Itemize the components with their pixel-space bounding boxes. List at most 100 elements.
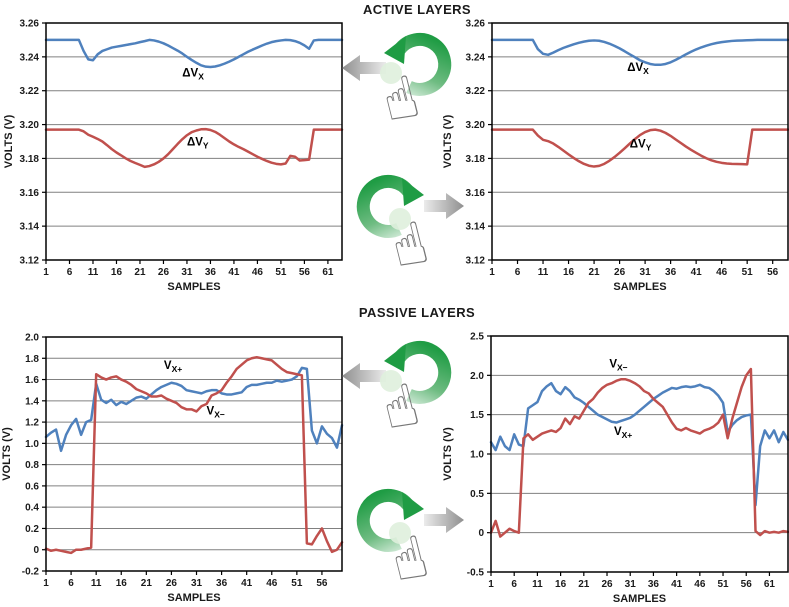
x-tick-label: 11 [88,267,99,278]
series-label: VX− [207,406,225,420]
rotate-counterclockwise-gesture-icon: ☝ [342,32,452,137]
x-tick-label: 11 [532,579,543,590]
circular-arrow [384,32,452,96]
x-axis-title: SAMPLES [167,592,220,604]
series-label: VX+ [164,360,182,374]
y-tick-label: 0.6 [25,481,39,492]
x-tick-label: 46 [266,578,278,589]
x-tick-label: 51 [742,267,754,278]
x-tick-label: 56 [741,579,753,590]
y-tick-label: 3.18 [466,154,486,165]
x-tick-label: 1 [488,579,494,590]
y-tick-label: 3.20 [20,120,40,131]
x-tick-label: 51 [291,578,303,589]
chart-active-left: 3.263.243.223.203.183.163.143.121 6 11 16 21… [3,19,344,293]
x-axis-title: SAMPLES [167,281,220,293]
left-arrow-icon [342,363,386,389]
y-tick-label: -0.5 [467,568,485,579]
y-tick-label: 1.4 [25,396,39,407]
series-label: ΔVX [627,62,649,76]
x-tick-label: 26 [614,267,626,278]
x-tick-label: 41 [671,579,683,590]
y-tick-label: 3.22 [466,86,486,97]
x-tick-label: 6 [511,579,517,590]
pointing-hand-icon: ☝ [375,62,426,137]
series-line-red [489,367,789,538]
series-line-blue [490,38,789,67]
y-tick-label: 1.2 [25,418,39,429]
x-tick-label: 46 [716,267,728,278]
section-title-passive: PASSIVE LAYERS [358,305,476,320]
y-tick-label: 3.14 [20,222,40,233]
y-tick-label: 3.14 [466,222,486,233]
x-tick-label: 31 [181,267,193,278]
x-tick-label: 1 [43,578,49,589]
y-tick-label: 2.0 [25,333,39,344]
y-axis-title: VOLTS (V) [442,427,454,481]
y-tick-label: 3.12 [466,256,486,267]
pointing-hand-icon: ☝ [375,370,426,445]
y-tick-label: 1.6 [25,375,39,386]
series-label: ΔVX [182,67,204,81]
x-tick-label: 6 [67,267,73,278]
x-tick-label: 1 [489,267,495,278]
touch-glow [389,208,411,230]
series-label: VX− [609,358,627,372]
right-arrow-icon [424,193,464,219]
x-tick-label: 26 [158,267,170,278]
touch-glow [380,370,402,392]
x-tick-label: 26 [166,578,178,589]
pointing-hand-icon: ☝ [384,522,435,597]
y-tick-label: 1.8 [25,354,39,365]
chart-passive-right: 2.52.01.51.00.50-0.51 6 11 16 21 26 31 36 41 46 51… [442,332,789,605]
y-tick-label: 3.26 [20,19,40,30]
x-tick-label: 11 [538,267,549,278]
x-tick-label: 16 [555,579,567,590]
x-tick-label: 51 [275,267,287,278]
rotate-counterclockwise-gesture-icon: ☝ [342,340,452,445]
series-label: ΔVY [630,138,652,152]
y-axis-title: VOLTS (V) [3,114,15,168]
series-line-red [490,128,789,168]
x-tick-label: 21 [141,578,153,589]
rotate-clockwise-gesture-icon: ☝ [356,174,464,282]
x-tick-label: 1 [43,267,49,278]
y-axis-title: VOLTS (V) [1,427,13,481]
y-tick-label: 3.20 [466,120,486,131]
plot-border [491,22,789,261]
x-tick-label: 56 [316,578,328,589]
x-tick-label: 41 [228,267,240,278]
y-tick-label: 3.22 [20,86,40,97]
touch-glow [380,62,402,84]
y-tick-label: 2.5 [470,332,484,343]
x-tick-label: 21 [589,267,601,278]
y-tick-label: 0 [33,545,39,556]
plot-border [490,335,789,573]
x-tick-label: 11 [91,578,102,589]
x-tick-label: 16 [563,267,575,278]
x-tick-label: 36 [648,579,660,590]
x-tick-label: 21 [578,579,590,590]
x-tick-label: 6 [68,578,74,589]
x-tick-label: 61 [764,579,776,590]
x-tick-label: 16 [116,578,128,589]
y-axis-title: VOLTS (V) [442,114,454,168]
y-tick-label: 0.5 [470,489,484,500]
touch-glow [389,522,411,544]
series-line-blue [489,381,789,507]
plot-border [45,336,343,572]
x-tick-label: 61 [322,267,334,278]
x-tick-label: 36 [205,267,217,278]
y-tick-label: 3.24 [20,52,40,63]
series-label: VX+ [614,426,632,440]
hand-glyph: ☝ [384,522,435,597]
x-tick-label: 31 [191,578,203,589]
y-tick-label: 1.0 [470,450,484,461]
series-line-red [44,127,344,169]
x-tick-label: 56 [767,267,779,278]
rotate-clockwise-gesture-icon: ☝ [356,488,464,597]
x-tick-label: 41 [241,578,253,589]
y-tick-label: 3.26 [466,19,486,30]
chart-active-right: 3.263.243.223.203.183.163.143.121 6 11 16 21… [442,19,789,293]
